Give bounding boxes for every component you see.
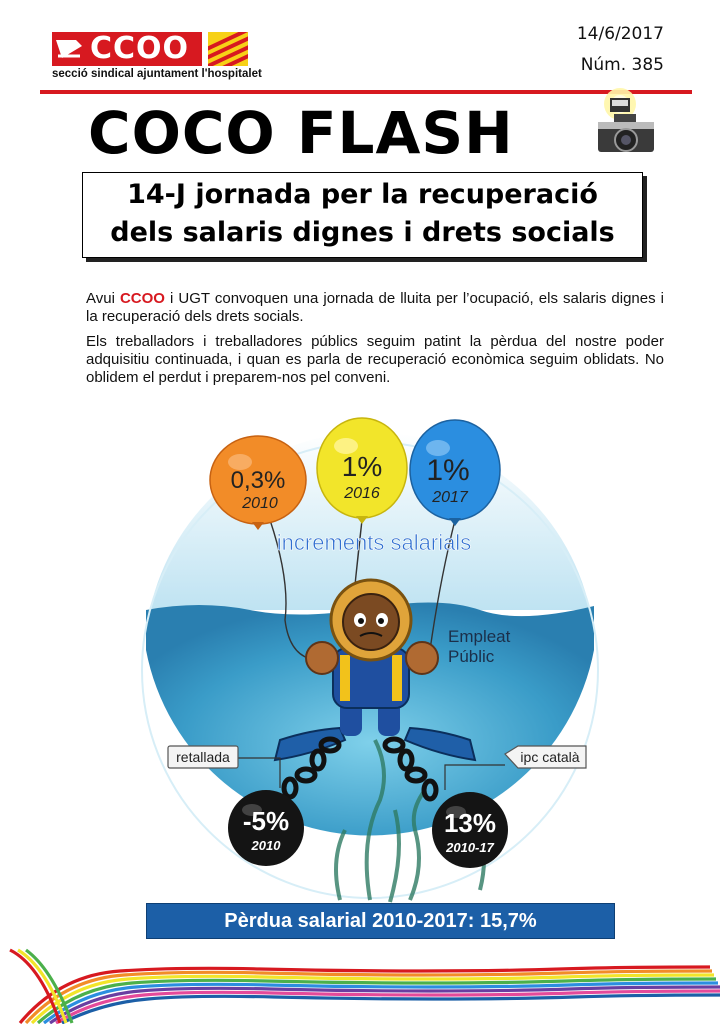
diver-illustration: 0,3% 2010 1% 2016 1% 2017 increments sal… (141, 417, 599, 903)
logo-subtitle: secció sindical ajuntament l'hospitalet (52, 68, 262, 80)
diver-label-line-1: Empleat (448, 627, 511, 646)
paragraph-1: Avui CCOO i UGT convoquen una jornada de… (86, 290, 664, 326)
weight-right (432, 792, 508, 868)
decorative-stripes (9, 948, 721, 1024)
logo-text: CCOO (90, 31, 190, 66)
diver-label-line-2: Públic (448, 647, 495, 666)
weight-left-value: -5% (243, 806, 289, 836)
p1-ccoo: CCOO (119, 290, 165, 307)
headline-line-2: dels salaris dignes i drets socials (110, 217, 615, 248)
header-divider (40, 90, 692, 94)
balloon-2017-value: 1% (426, 454, 469, 487)
masthead-title: COCO FLASH (88, 99, 514, 167)
tag-ipc: ipc català (520, 749, 579, 765)
salary-loss-bar: Pèrdua salarial 2010-2017: 15,7% (146, 903, 615, 939)
sea-area (146, 602, 594, 836)
ccoo-logo: CCOO (52, 32, 248, 66)
diver-figure (273, 578, 477, 762)
balloon-2010 (209, 435, 307, 530)
paragraph-2: Els treballadors i treballadores públics… (86, 333, 664, 386)
camera-flash-icon (598, 88, 654, 152)
issue-number: Núm. 385 (580, 55, 664, 75)
balloon-2016 (316, 417, 408, 524)
balloon-2016-value: 1% (342, 451, 382, 482)
balloon-2017 (409, 419, 501, 526)
weight-right-year: 2010-17 (445, 840, 494, 855)
tag-retallada: retallada (176, 749, 230, 765)
weight-right-value: 13% (444, 808, 496, 838)
headline-line-1: 14-J jornada per la recuperació (127, 179, 598, 210)
issue-date: 14/6/2017 (576, 24, 664, 44)
headline-box: 14-J jornada per la recuperació dels sal… (82, 172, 643, 258)
catalan-flag-icon (208, 32, 248, 66)
balloon-2010-value: 0,3% (231, 467, 286, 494)
balloon-2016-year: 2016 (343, 485, 380, 502)
balloon-2017-year: 2017 (431, 489, 469, 506)
increments-caption: increments salarials (277, 530, 471, 555)
chains (281, 736, 439, 802)
weight-left (228, 790, 304, 866)
weight-left-year: 2010 (251, 838, 282, 853)
balloon-2010-year: 2010 (241, 495, 278, 512)
ccoo-emblem-icon (56, 40, 82, 58)
p1-start: Avui (86, 290, 120, 307)
p1-rest: i UGT convoquen una jornada de lluita pe… (86, 290, 664, 325)
